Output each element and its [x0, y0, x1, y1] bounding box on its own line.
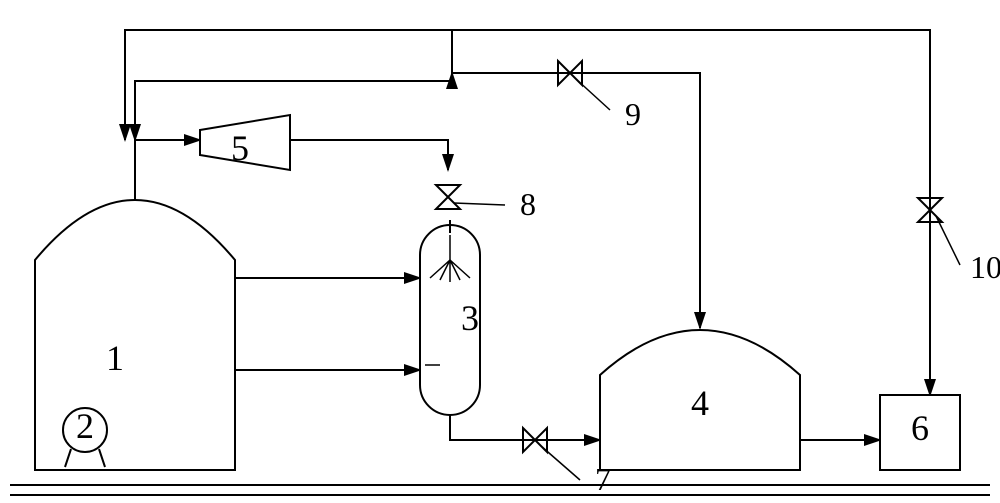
node-label-box6: 6 [911, 408, 929, 448]
node-label-trap5: 5 [231, 128, 249, 168]
node-label-pump2: 2 [76, 406, 94, 446]
valve-label-v10: 10 [970, 249, 1000, 285]
node-box6: 6 [880, 395, 960, 470]
node-label-column3: 3 [461, 298, 479, 338]
node-tank4: 4 [600, 330, 800, 470]
node-label-tank1: 1 [106, 338, 124, 378]
valve-label-v7: 7 [595, 461, 611, 497]
node-label-tank4: 4 [691, 383, 709, 423]
node-column3: 3 [420, 220, 480, 415]
valve-label-v9: 9 [625, 96, 641, 132]
process-diagram: 12 3 4 5 6 7 8 9 10 [0, 0, 1000, 503]
valve-label-v8: 8 [520, 186, 536, 222]
